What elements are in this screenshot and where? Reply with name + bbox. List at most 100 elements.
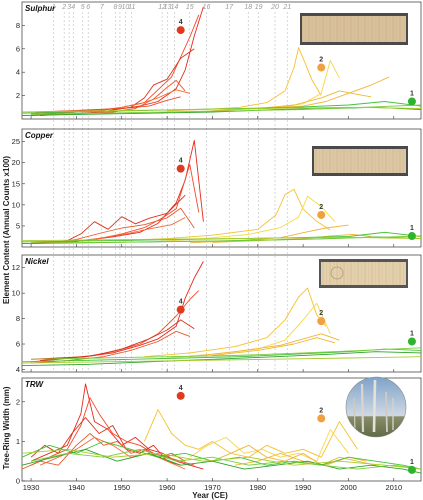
panel-trw: 0 1 2 1930 1940 1950 1960 1970 1980 1990 2000 2010 4…: [16, 377, 422, 492]
series-line-group-2: [212, 444, 376, 466]
y-tick-label: 8: [16, 314, 20, 323]
panel-frame: [21, 1, 422, 120]
group-label-4: 4: [179, 385, 183, 392]
group-marker-1: [407, 465, 416, 474]
wood-sample-photo-sulphur: [300, 13, 408, 45]
y-tick-label: 8: [16, 21, 20, 30]
x-tick-label: 1940: [68, 483, 85, 492]
group-marker-2: [317, 317, 326, 326]
event-label-6: 6: [86, 4, 90, 11]
series-line-group-1: [21, 351, 422, 367]
y-tick-label: 10: [12, 289, 20, 298]
panel-frame: [21, 254, 422, 373]
event-label-2: 2: [61, 4, 66, 11]
panel-frame: [21, 377, 422, 482]
series-line-group-1: [31, 448, 422, 470]
event-label-16: 16: [203, 4, 211, 11]
series-line-group-4: [40, 319, 195, 362]
event-label-14: 14: [170, 4, 178, 11]
y-tick-label: 0: [16, 477, 20, 486]
group-label-1: 1: [410, 330, 414, 337]
group-label-2: 2: [319, 204, 323, 211]
y-tick-label: 10: [12, 200, 20, 209]
x-tick-label: 1990: [295, 483, 312, 492]
panel-frame: [21, 128, 422, 248]
series-line-group-4: [30, 383, 204, 470]
group-marker-2: [317, 63, 326, 72]
event-label-8: 8: [113, 4, 117, 11]
event-label-19: 19: [255, 4, 263, 11]
group-label-4: 4: [179, 19, 183, 26]
series-line-group-2: [212, 337, 336, 356]
event-label-10: 10: [121, 4, 129, 11]
y-tick-label: 2: [16, 397, 20, 406]
series-line-group-4: [35, 96, 181, 113]
event-label-15: 15: [186, 4, 194, 11]
series-line-group-2: [257, 90, 372, 109]
dead-forest-photo: [345, 376, 407, 438]
group-label-4: 4: [179, 299, 183, 306]
group-marker-4: [176, 391, 185, 400]
y-tick-label: 25: [12, 137, 20, 146]
wood-sample-photo-copper: [312, 146, 408, 176]
group-marker-2: [317, 414, 326, 423]
x-tick-label: 1950: [113, 483, 130, 492]
x-tick-label: 1960: [159, 483, 176, 492]
y-tick-label: 12: [12, 263, 20, 272]
series-line-group-1: [21, 356, 422, 364]
panel-title: Sulphur: [25, 4, 56, 13]
series-line-group-1: [21, 106, 422, 113]
event-label-12: 12: [158, 4, 166, 11]
group-label-2: 2: [319, 407, 323, 414]
series-line-group-2: [157, 195, 336, 242]
event-label-18: 18: [244, 4, 252, 11]
event-label-9: 9: [118, 4, 122, 11]
group-marker-2: [317, 210, 326, 219]
wood-sample-photo-nickel: [319, 259, 408, 288]
series-line-group-4: [53, 207, 195, 244]
panel-copper: 5 10 15 20 25 4 2 1 Copper: [12, 128, 422, 248]
x-tick-label: 1970: [204, 483, 221, 492]
group-marker-1: [407, 337, 416, 346]
event-label-5: 5: [81, 4, 85, 11]
y-tick-label: 1: [16, 437, 20, 446]
group-label-2: 2: [319, 57, 323, 64]
x-tick-label: 2010: [385, 483, 402, 492]
series-line-group-4: [67, 194, 186, 242]
series-line-group-2: [189, 333, 340, 358]
event-label-17: 17: [225, 4, 234, 11]
group-label-1: 1: [410, 459, 414, 466]
series-line-group-2: [144, 287, 327, 358]
group-label-1: 1: [410, 225, 414, 232]
series-line-group-1: [31, 347, 422, 360]
group-label-2: 2: [319, 310, 323, 317]
x-tick-label: 1930: [23, 483, 40, 492]
event-label-3: 3: [67, 4, 71, 11]
event-label-7: 7: [100, 4, 105, 11]
series-line-group-2: [121, 188, 331, 242]
y-tick-label: 6: [16, 44, 20, 53]
series-line-group-1: [21, 448, 422, 474]
group-marker-4: [176, 305, 185, 314]
series-line-group-1: [21, 448, 422, 470]
series-line-group-2: [143, 409, 358, 458]
group-marker-1: [407, 232, 416, 241]
y-axis-title-trw: Tree-Ring Width (mm): [2, 386, 11, 469]
series-line-group-1: [21, 236, 422, 242]
series-line-group-2: [189, 429, 349, 462]
group-marker-4: [176, 164, 185, 173]
series-line-group-4: [40, 217, 186, 244]
x-axis-title: Year (CE): [192, 491, 228, 500]
panel-title: TRW: [25, 380, 45, 389]
event-label-11: 11: [128, 4, 135, 11]
y-tick-label: 20: [12, 158, 20, 167]
series-line-group-4: [30, 417, 181, 466]
group-label-4: 4: [179, 158, 183, 165]
y-tick-label: 4: [16, 68, 20, 77]
event-label-4: 4: [71, 4, 75, 11]
y-tick-label: 2: [16, 91, 20, 100]
